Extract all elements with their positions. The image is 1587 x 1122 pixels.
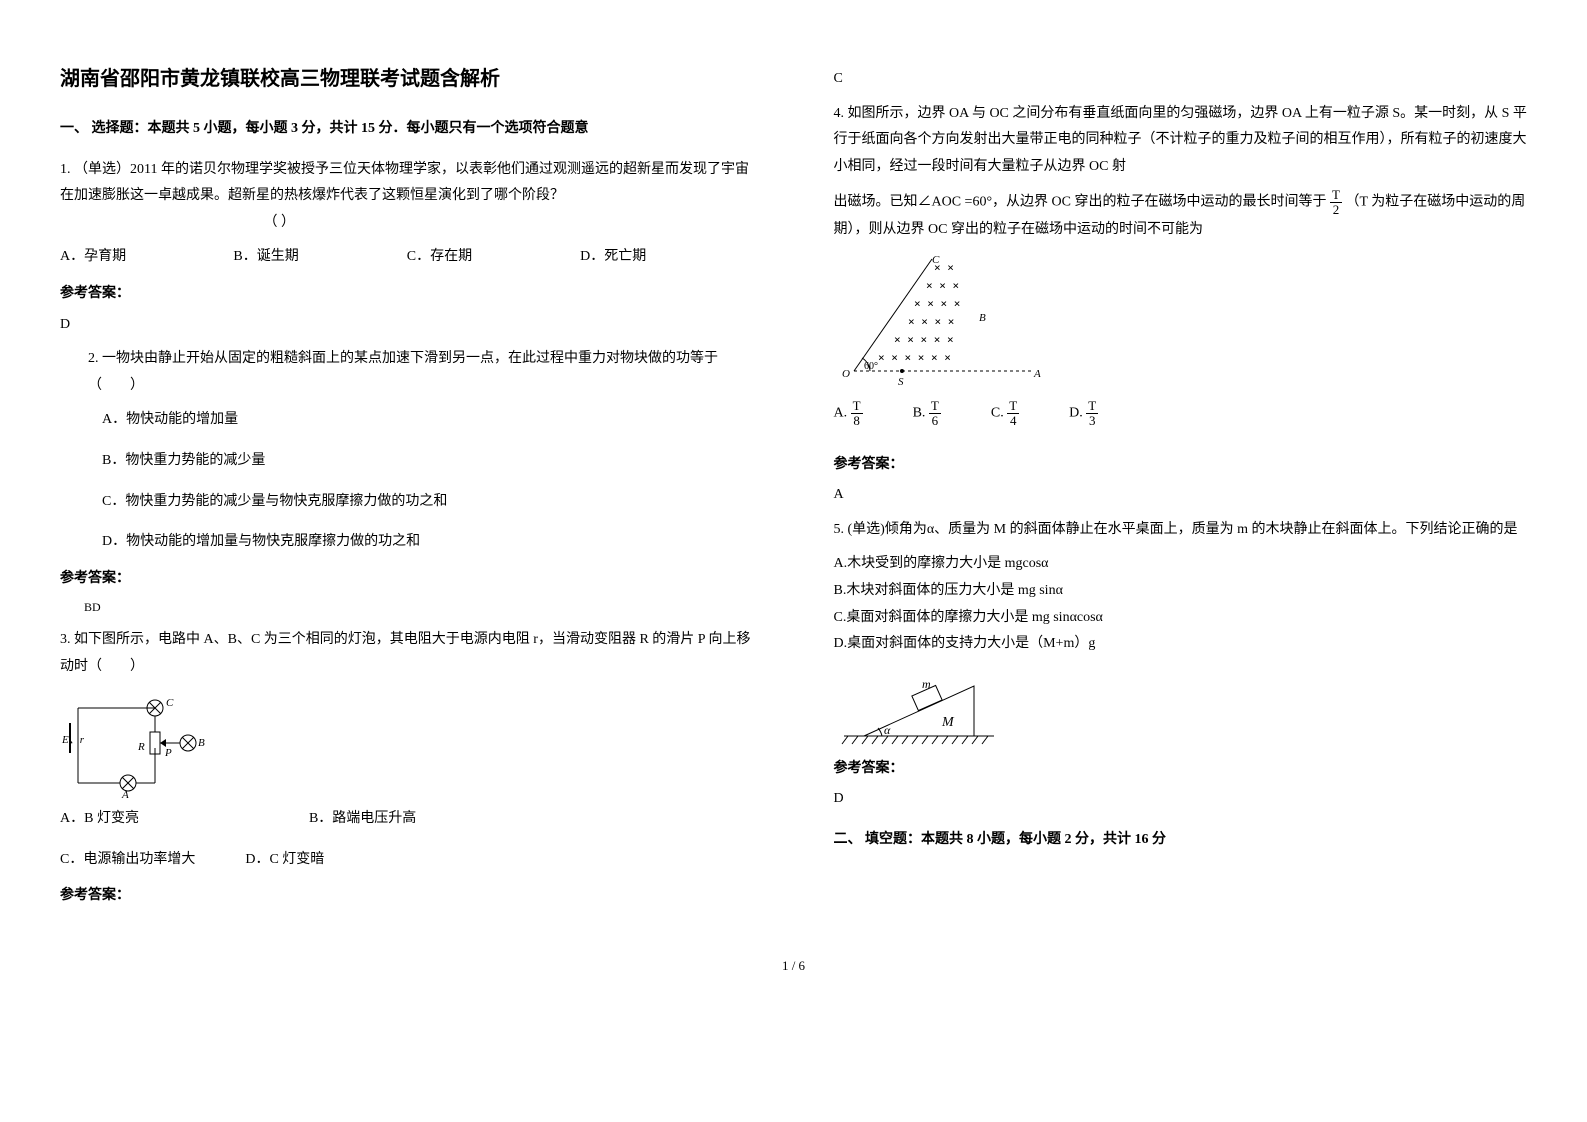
circuit-label-r: R	[137, 741, 145, 753]
q3-opt-d: D．C 灯变暗	[245, 847, 324, 874]
q4-label-angle: 60°	[864, 361, 878, 372]
q5-label-m: m	[922, 677, 931, 691]
q2-answer-label: 参考答案：	[60, 566, 754, 593]
q3-options-row2: C．电源输出功率增大 D．C 灯变暗	[60, 847, 754, 874]
q5-answer: D	[834, 786, 1528, 813]
q3-text: 3. 如下图所示，电路中 A、B、C 为三个相同的灯泡，其电阻大于电源内电阻 r…	[60, 632, 751, 674]
circuit-label-p: P	[164, 747, 172, 759]
q5-label-alpha: α	[884, 723, 891, 737]
q1-opt-c: C．存在期	[407, 244, 580, 271]
q4-answer: A	[834, 482, 1528, 509]
left-column: 湖南省邵阳市黄龙镇联校高三物理联考试题含解析 一、 选择题：本题共 5 小题，每…	[60, 40, 754, 914]
page-footer: 1 / 6	[60, 954, 1527, 979]
q5-label-M: M	[941, 715, 955, 730]
question-3: 3. 如下图所示，电路中 A、B、C 为三个相同的灯泡，其电阻大于电源内电阻 r…	[60, 627, 754, 680]
q2-opt-d: D．物快动能的增加量与物快克服摩擦力做的功之和	[102, 529, 754, 556]
q4-text-2-pre: 出磁场。已知∠AOC =60°，从边界 OC 穿出的粒子在磁场中运动的最长时间等…	[834, 195, 1331, 210]
q4-opt-d: D. T3	[1069, 399, 1098, 427]
q2-opt-b: B．物快重力势能的减少量	[102, 448, 754, 475]
q5-opt-d: D.桌面对斜面体的支持力大小是（M+m）g	[834, 631, 1528, 658]
right-column: C 4. 如图所示，边界 OA 与 OC 之间分布有垂直纸面向里的匀强磁场，边界…	[834, 40, 1528, 914]
q5-text: 5. (单选)倾角为α、质量为 M 的斜面体静止在水平桌面上，质量为 m 的木块…	[834, 522, 1518, 537]
q4-answer-label: 参考答案：	[834, 452, 1528, 479]
q5-incline-diagram: m M α	[834, 666, 1004, 746]
svg-text:× ×: × ×	[934, 261, 954, 274]
question-1: 1. （单选）2011 年的诺贝尔物理学奖被授予三位天体物理学家，以表彰他们通过…	[60, 157, 754, 237]
q1-text: 1. （单选）2011 年的诺贝尔物理学奖被授予三位天体物理学家，以表彰他们通过…	[60, 162, 749, 204]
q3-circuit-diagram: E、r A C R P	[60, 688, 210, 798]
q3-opt-a: A．B 灯变亮	[60, 806, 139, 833]
q4-opt-a: A. T8	[834, 399, 863, 427]
q5-opt-c: C.桌面对斜面体的摩擦力大小是 mg sinαcosα	[834, 605, 1528, 632]
q1-options: A．孕育期 B．诞生期 C．存在期 D．死亡期	[60, 244, 754, 271]
svg-text:× × × ×: × × × ×	[914, 297, 960, 310]
question-2: 2. 一物块由静止开始从固定的粗糙斜面上的某点加速下滑到另一点，在此过程中重力对…	[88, 346, 754, 399]
q3-opt-c: C．电源输出功率增大	[60, 847, 195, 874]
q2-text: 2. 一物块由静止开始从固定的粗糙斜面上的某点加速下滑到另一点，在此过程中重力对…	[88, 351, 718, 393]
document-title: 湖南省邵阳市黄龙镇联校高三物理联考试题含解析	[60, 60, 754, 98]
question-5: 5. (单选)倾角为α、质量为 M 的斜面体静止在水平桌面上，质量为 m 的木块…	[834, 517, 1528, 544]
question-4: 4. 如图所示，边界 OA 与 OC 之间分布有垂直纸面向里的匀强磁场，边界 O…	[834, 101, 1528, 181]
q4-text-1: 4. 如图所示，边界 OA 与 OC 之间分布有垂直纸面向里的匀强磁场，边界 O…	[834, 106, 1527, 174]
q4-label-o: O	[842, 368, 850, 380]
q4-field-diagram: O A C B S 60° × × × × × × × × × × × × × …	[834, 251, 1054, 391]
section-2-heading: 二、 填空题：本题共 8 小题，每小题 2 分，共计 16 分	[834, 827, 1528, 854]
q4-label-s: S	[898, 376, 904, 388]
q2-opt-c: C．物快重力势能的减少量与物快克服摩擦力做的功之和	[102, 489, 754, 516]
q2-answer: BD	[84, 596, 754, 619]
svg-text:× × × ×: × × × ×	[908, 315, 954, 328]
q1-opt-b: B．诞生期	[233, 244, 406, 271]
q4-opt-c: C. T4	[991, 399, 1019, 427]
q5-answer-label: 参考答案：	[834, 756, 1528, 783]
q4-opt-b: B. T6	[913, 399, 941, 427]
page: 湖南省邵阳市黄龙镇联校高三物理联考试题含解析 一、 选择题：本题共 5 小题，每…	[60, 40, 1527, 914]
q1-answer-label: 参考答案：	[60, 281, 754, 308]
q3-answer-label: 参考答案：	[60, 883, 754, 910]
q2-opt-a: A．物快动能的增加量	[102, 407, 754, 434]
circuit-label-c: C	[166, 697, 174, 709]
svg-text:× × × × ×: × × × × ×	[894, 333, 954, 346]
q5-opt-b: B.木块对斜面体的压力大小是 mg sinα	[834, 578, 1528, 605]
q3-options-row1: A．B 灯变亮 B．路端电压升高	[60, 806, 754, 833]
q4-text-2: 出磁场。已知∠AOC =60°，从边界 OC 穿出的粒子在磁场中运动的最长时间等…	[834, 188, 1528, 243]
svg-text:× × × × × ×: × × × × × ×	[878, 351, 951, 364]
q5-opt-a: A.木块受到的摩擦力大小是 mgcosα	[834, 551, 1528, 578]
q1-opt-a: A．孕育期	[60, 244, 233, 271]
q4-options: A. T8 B. T6 C. T4 D. T3	[834, 399, 1528, 427]
q4-fraction-main: T 2	[1330, 188, 1342, 216]
q1-opt-d: D．死亡期	[580, 244, 753, 271]
circuit-label-a: A	[121, 789, 129, 798]
q3-answer: C	[834, 66, 1528, 93]
q1-answer: D	[60, 312, 754, 339]
q1-paren: （ ）	[264, 215, 296, 230]
svg-text:× × ×: × × ×	[926, 279, 959, 292]
circuit-label-b: B	[198, 737, 205, 749]
q3-opt-b: B．路端电压升高	[309, 806, 416, 833]
section-1-heading: 一、 选择题：本题共 5 小题，每小题 3 分，共计 15 分．每小题只有一个选…	[60, 116, 754, 143]
q4-label-a: A	[1033, 368, 1041, 380]
circuit-label-e: E、r	[61, 734, 85, 746]
q4-label-b: B	[979, 312, 986, 324]
